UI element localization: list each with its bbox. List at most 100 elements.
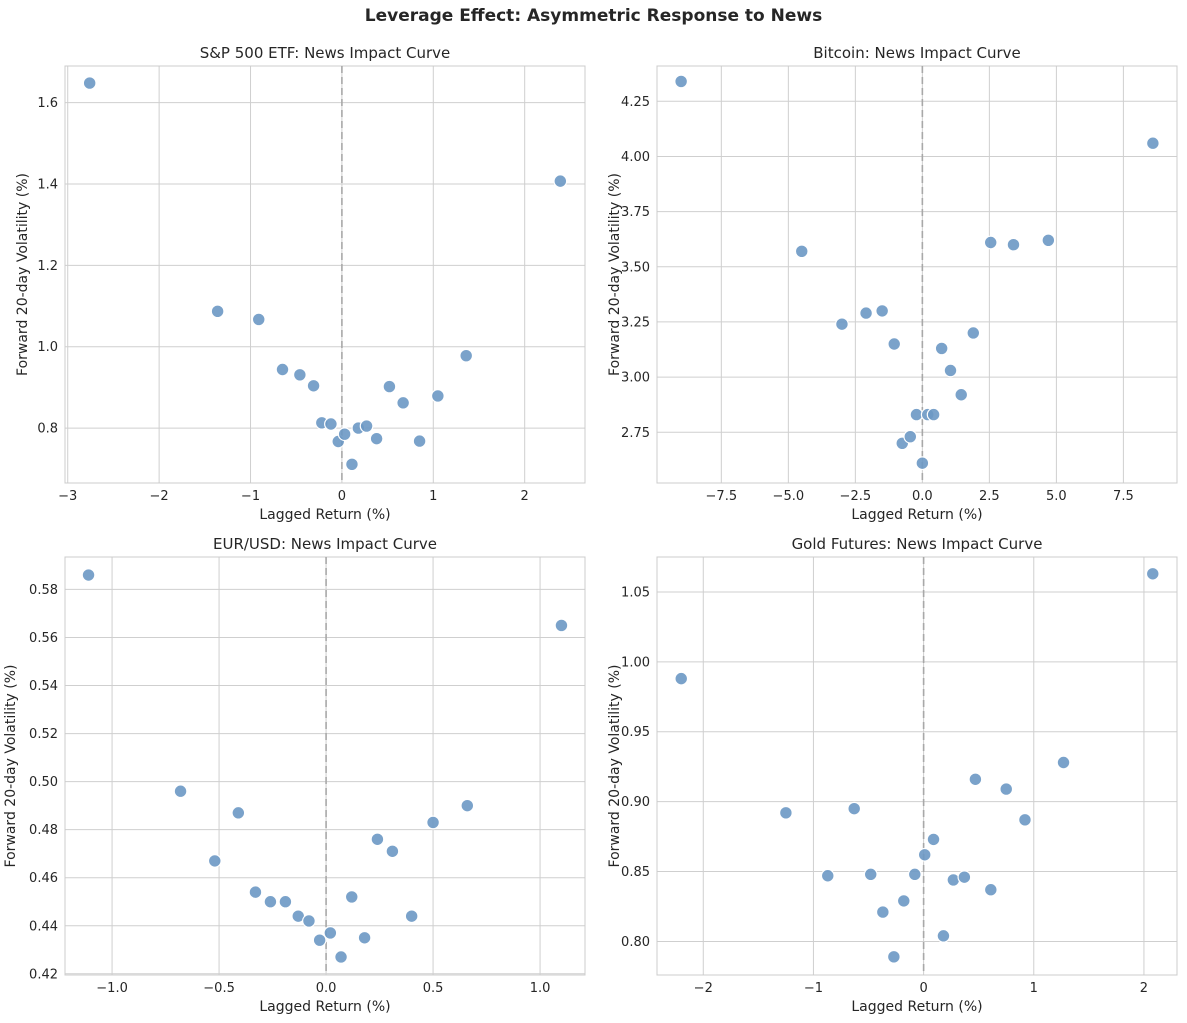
chart-title-bitcoin: Bitcoin: News Impact Curve	[813, 44, 1020, 62]
y-tick-label: 0.48	[29, 823, 58, 838]
x-tick-label: −2	[694, 981, 713, 996]
figure-title: Leverage Effect: Asymmetric Response to …	[364, 6, 823, 26]
scatter-point	[983, 235, 998, 250]
scatter-point	[382, 379, 397, 394]
x-axis-label: Lagged Return (%)	[259, 507, 390, 523]
scatter-point	[306, 378, 321, 393]
y-tick-label: 2.75	[621, 426, 650, 441]
y-tick-label: 0.8	[37, 422, 58, 437]
plot-frame	[656, 556, 1178, 976]
x-tick-label: 0.0	[316, 981, 337, 996]
scatter-point	[896, 894, 911, 908]
x-tick-label: 0.0	[912, 489, 933, 504]
x-tick-label: −1	[804, 981, 823, 996]
scatter-point	[1145, 566, 1160, 581]
scatter-point	[999, 782, 1014, 796]
x-tick-label: −1.0	[96, 981, 128, 996]
scatter-point	[915, 456, 930, 471]
scatter-point	[459, 348, 474, 363]
y-tick-label: 3.50	[621, 260, 650, 275]
y-tick-label: 1.6	[37, 96, 58, 111]
plot-frame	[64, 556, 586, 976]
scatter-point	[903, 429, 918, 444]
scatter-point	[983, 882, 998, 897]
scatter-point	[337, 427, 352, 442]
scatter-point	[396, 395, 411, 410]
x-tick-label: −2.5	[840, 489, 872, 504]
scatter-point	[292, 367, 307, 382]
scatter-point	[369, 431, 384, 446]
x-tick-label: −0.5	[203, 981, 235, 996]
y-tick-label: 0.44	[29, 919, 58, 934]
scatter-point	[886, 949, 901, 964]
y-tick-label: 1.00	[621, 655, 650, 670]
y-tick-label: 1.0	[37, 340, 58, 355]
scatter-point	[875, 304, 890, 318]
y-tick-label: 3.75	[621, 205, 650, 220]
scatter-point	[173, 784, 188, 799]
plot-frame	[64, 65, 586, 484]
y-tick-label: 0.54	[29, 679, 58, 694]
scatter-point	[968, 772, 983, 787]
y-tick-label: 4.00	[621, 150, 650, 165]
x-tick-label: −1	[241, 489, 260, 504]
scatter-point	[875, 905, 890, 919]
x-axis-label: Lagged Return (%)	[851, 999, 982, 1015]
x-tick-label: 0.5	[423, 981, 444, 996]
y-tick-label: 1.2	[37, 259, 58, 274]
scatter-point	[926, 832, 941, 847]
scatter-point	[835, 317, 849, 332]
scatter-point	[404, 909, 419, 924]
scatter-point	[794, 244, 809, 259]
scatter-point	[81, 568, 96, 582]
y-axis-label: Forward 20-day Volatility (%)	[3, 665, 19, 868]
x-tick-label: −2	[150, 489, 169, 504]
scatter-point	[370, 832, 385, 847]
x-axis-label: Lagged Return (%)	[259, 999, 390, 1015]
scatter-point	[1145, 136, 1160, 151]
scatter-point	[674, 74, 689, 89]
y-tick-label: 3.25	[621, 315, 650, 330]
x-tick-label: 2	[521, 489, 529, 504]
y-tick-label: 1.4	[37, 177, 58, 192]
y-tick-label: 1.05	[621, 585, 650, 600]
scatter-point	[778, 805, 793, 820]
x-tick-label: 2.5	[979, 489, 1000, 504]
scatter-point	[275, 362, 290, 377]
scatter-point	[957, 870, 972, 885]
x-tick-label: 7.5	[1113, 489, 1134, 504]
scatter-point	[334, 950, 348, 964]
y-tick-label: 3.00	[621, 371, 650, 386]
scatter-point	[1018, 812, 1032, 827]
scatter-point	[917, 847, 932, 862]
scatter-point	[863, 867, 878, 882]
x-tick-label: −3	[58, 489, 77, 504]
scatter-point	[248, 885, 263, 900]
chart-title-eurusd: EUR/USD: News Impact Curve	[213, 535, 437, 553]
y-tick-label: 0.46	[29, 871, 58, 886]
scatter-point	[385, 844, 400, 859]
scatter-point	[966, 326, 981, 340]
y-axis-label: Forward 20-day Volatility (%)	[607, 173, 623, 376]
x-tick-label: 5.0	[1046, 489, 1067, 504]
x-tick-label: 0	[338, 489, 346, 504]
scatter-point	[1056, 755, 1071, 770]
scatter-point	[278, 894, 293, 909]
x-tick-label: 1	[429, 489, 437, 504]
scatter-point	[251, 312, 266, 327]
scatter-point	[357, 930, 372, 945]
plot-frame	[656, 65, 1178, 484]
scatter-point	[926, 407, 941, 422]
x-tick-label: −5.0	[773, 489, 805, 504]
scatter-point	[426, 815, 440, 830]
scatter-point	[323, 926, 338, 940]
y-tick-label: 0.42	[29, 967, 58, 982]
scatter-point	[1041, 233, 1056, 248]
x-tick-label: −7.5	[706, 489, 738, 504]
x-tick-label: 1.0	[530, 981, 551, 996]
scatter-point	[936, 928, 951, 943]
scatter-point	[207, 853, 222, 868]
